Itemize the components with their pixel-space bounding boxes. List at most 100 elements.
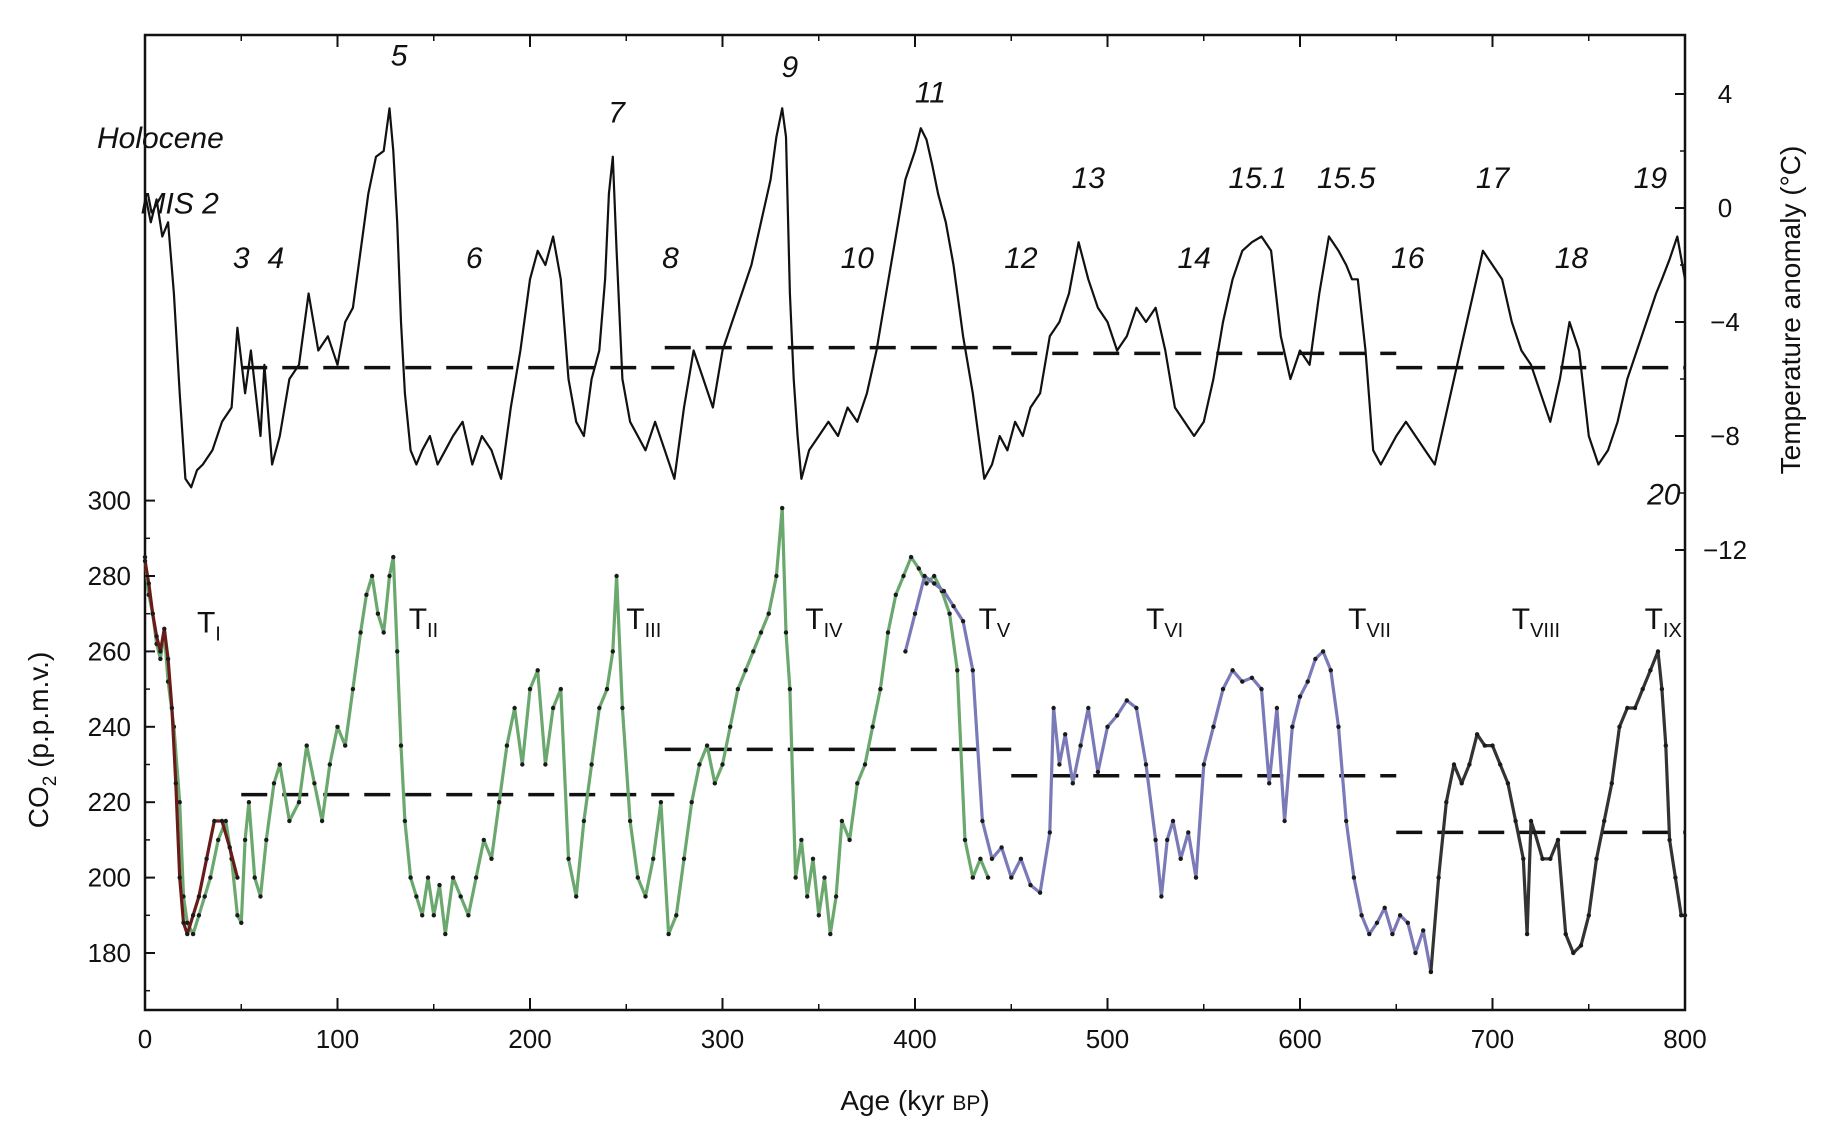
co2-data-point	[312, 781, 317, 786]
co2-data-point	[185, 931, 190, 937]
co2-data-point	[1240, 679, 1245, 684]
co2-data-point	[1524, 931, 1530, 937]
co2-data-point	[855, 781, 860, 786]
co2-data-point	[1211, 724, 1216, 729]
termination-label: TIX	[1645, 603, 1682, 642]
co2-data-point	[391, 554, 396, 560]
co2-data-point	[828, 931, 833, 937]
co2-data-point	[597, 705, 602, 711]
mis-stage-label: MIS 2	[140, 188, 219, 221]
co2-data-point	[558, 686, 563, 692]
co2-data-point	[1178, 856, 1183, 861]
co2-data-point	[1397, 913, 1403, 918]
co2-data-point	[497, 800, 502, 805]
co2-data-point	[666, 931, 671, 937]
mis-stage-label: 13	[1072, 162, 1106, 195]
termination-label: TV	[979, 603, 1011, 642]
co2-data-point	[296, 800, 302, 805]
series-lines	[142, 107, 1688, 975]
co2-data-point	[258, 894, 263, 899]
co2-data-point	[1351, 875, 1357, 880]
co2-data-point	[235, 875, 240, 880]
co2-data-point	[1297, 694, 1303, 699]
co2-data-point	[202, 894, 207, 899]
co2-data-point	[947, 611, 952, 616]
co2-data-point	[142, 558, 148, 564]
co2-data-point	[1413, 950, 1418, 956]
co2-axis-title: CO2 (p.p.m.v.)	[23, 652, 61, 829]
co2-data-point	[735, 686, 741, 692]
co2-data-point	[387, 573, 392, 579]
co2-data-point	[489, 856, 494, 861]
temp-tick-label: 0	[1718, 193, 1732, 223]
co2-data-point	[208, 875, 213, 880]
mean-lines	[241, 345, 1685, 835]
mis-stage-label: 9	[782, 51, 799, 84]
co2-data-point	[165, 656, 171, 662]
co2-data-point	[212, 818, 217, 824]
x-tick-label: 700	[1471, 1024, 1514, 1054]
co2-data-point	[154, 634, 159, 639]
co2-data-point	[1625, 705, 1630, 711]
mis-stage-label: 8	[662, 242, 679, 275]
co2-data-point	[504, 743, 510, 748]
co2-data-point	[689, 800, 694, 805]
temp-tick-label: 4	[1718, 79, 1732, 109]
plot-frame	[143, 33, 1687, 1012]
termination-label: TVII	[1348, 603, 1391, 642]
co2-data-point	[1336, 724, 1341, 729]
co2-data-point	[1586, 913, 1592, 918]
temp-tick-label: −8	[1710, 421, 1740, 451]
co2-data-point	[1249, 675, 1255, 680]
co2-data-point	[1165, 837, 1170, 843]
co2-data-point	[799, 837, 804, 843]
x-tick-label: 800	[1663, 1024, 1706, 1054]
co2-data-point	[550, 705, 556, 711]
co2-data-point	[1230, 668, 1235, 673]
co2-data-point	[614, 573, 619, 579]
co2-data-point	[1186, 830, 1191, 835]
co2-data-point	[1405, 920, 1411, 925]
co2-data-point	[885, 630, 891, 635]
co2-data-point	[1655, 649, 1661, 654]
x-tick-label: 100	[316, 1024, 359, 1054]
co2-data-point	[239, 920, 244, 925]
co2-data-point	[833, 894, 839, 899]
mis-stage-label: 15.1	[1228, 162, 1286, 195]
co2-data-point	[1018, 856, 1024, 861]
co2-data-point	[847, 837, 852, 843]
co2-data-point	[1159, 894, 1164, 899]
mis-stage-label: Holocene	[97, 122, 224, 155]
co2-data-point	[1498, 762, 1503, 767]
co2-data-point	[1382, 905, 1387, 910]
mis-stage-label: 4	[268, 242, 285, 275]
x-tick-label: 0	[138, 1024, 152, 1054]
co2-data-point	[204, 856, 209, 861]
co2-data-point	[758, 630, 764, 635]
termination-label: TIV	[805, 603, 843, 642]
mis-stage-label: 12	[1004, 242, 1038, 275]
co2-data-point	[1594, 856, 1599, 861]
co2-data-point	[1444, 800, 1449, 805]
co2-data-point	[1555, 837, 1561, 843]
co2-data-point	[916, 566, 921, 571]
co2-data-point	[535, 668, 540, 673]
co2-data-point	[574, 894, 579, 899]
co2-data-point	[1667, 837, 1672, 843]
co2-data-point	[512, 705, 517, 711]
co2-data-point	[169, 705, 175, 711]
co2-series-line-3	[143, 560, 239, 936]
co2-data-point	[319, 818, 325, 824]
co2-data-point	[589, 762, 594, 767]
co2-data-point	[651, 856, 656, 861]
co2-data-point	[1201, 762, 1207, 767]
co2-tick-label: 260	[88, 636, 131, 666]
co2-data-point	[1436, 875, 1441, 880]
co2-data-point	[1047, 830, 1053, 835]
co2-data-point	[343, 743, 348, 748]
co2-data-point	[728, 724, 733, 729]
co2-data-point	[1282, 818, 1287, 824]
co2-data-point	[481, 837, 486, 843]
co2-data-point	[805, 894, 810, 899]
